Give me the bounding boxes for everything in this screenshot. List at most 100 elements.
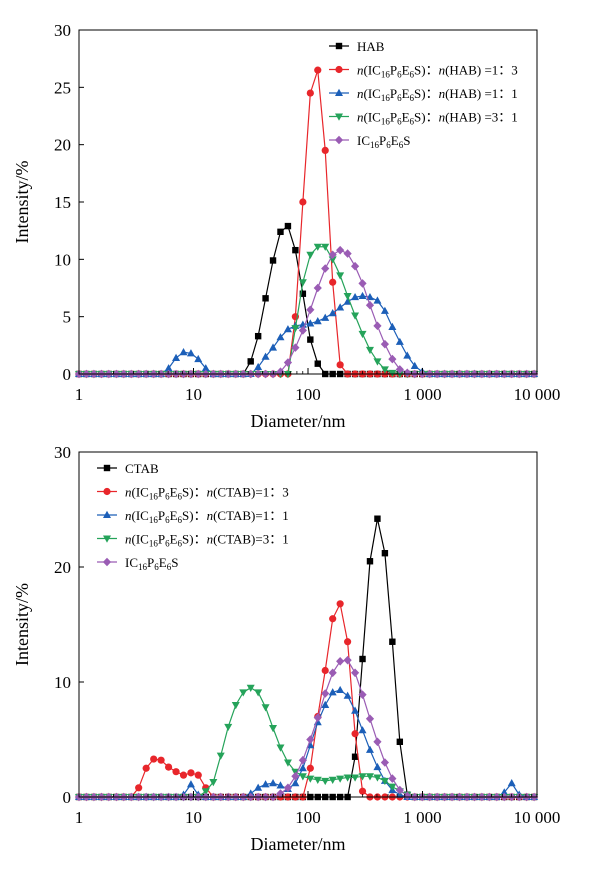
x-tick-label: 10 000	[514, 385, 561, 404]
data-point	[507, 779, 516, 787]
data-point	[344, 638, 352, 646]
data-point	[314, 66, 322, 74]
data-point	[201, 364, 210, 372]
data-point	[380, 777, 389, 786]
legend-label: n(IC16P6E6S)：n(CTAB)=1：1	[125, 508, 289, 525]
data-point	[358, 726, 367, 734]
data-point	[231, 702, 240, 710]
data-point	[351, 774, 360, 782]
data-point	[247, 358, 254, 365]
legend-label: HAB	[357, 39, 385, 54]
data-point	[313, 243, 322, 251]
data-point	[216, 752, 225, 760]
data-point	[299, 290, 307, 297]
data-point	[313, 317, 322, 325]
data-point	[343, 293, 352, 301]
data-point	[254, 783, 263, 791]
data-point	[321, 689, 330, 698]
data-point	[365, 745, 374, 753]
data-point	[283, 358, 293, 367]
data-point	[380, 306, 389, 314]
data-point	[201, 788, 210, 796]
data-point	[186, 349, 195, 357]
data-point	[269, 257, 277, 264]
data-point	[254, 332, 262, 340]
legend-item: n(IC16P6E6S)：n(CTAB)=1：1	[97, 508, 289, 525]
data-point	[373, 737, 382, 747]
legend-item: n(IC16P6E6S)：n(HAB) =1：1	[329, 86, 518, 103]
data-point	[395, 371, 404, 379]
data-point	[321, 313, 330, 321]
data-point	[328, 250, 337, 260]
data-point	[336, 303, 345, 311]
data-point	[366, 558, 374, 565]
data-point	[172, 353, 181, 361]
data-point	[187, 769, 195, 777]
series-line-3	[79, 246, 535, 375]
series-1	[75, 600, 538, 801]
data-point	[284, 222, 292, 230]
data-point	[336, 775, 345, 783]
y-tick-label: 0	[63, 788, 72, 807]
legend-item: n(IC16P6E6S)：n(CTAB)=1：3	[97, 485, 289, 502]
data-point	[373, 358, 382, 366]
x-tick-label: 10	[185, 385, 202, 404]
data-point	[336, 685, 345, 694]
data-point	[299, 198, 307, 206]
data-point	[321, 146, 329, 154]
data-point	[358, 787, 367, 795]
data-point	[276, 367, 285, 377]
data-point	[329, 615, 337, 623]
data-point	[298, 279, 307, 287]
data-point	[298, 764, 307, 772]
data-point	[313, 283, 322, 293]
y-axis-label: Intensity/%	[12, 161, 32, 244]
data-point	[380, 366, 389, 374]
legend-item: n(IC16P6E6S)：n(HAB) =1：3	[329, 63, 518, 80]
x-tick-label: 1 000	[403, 385, 441, 404]
x-tick-label: 1 000	[403, 808, 441, 827]
data-point	[388, 354, 397, 364]
data-point	[261, 352, 270, 360]
series-3	[75, 243, 539, 379]
data-point	[358, 291, 367, 300]
data-point	[164, 763, 173, 771]
data-point	[246, 684, 255, 692]
data-point	[395, 785, 404, 795]
data-point	[336, 272, 345, 280]
legend-marker	[103, 510, 111, 518]
data-point	[269, 779, 278, 787]
legend-item: n(IC16P6E6S)：n(CTAB)=3：1	[97, 532, 289, 549]
data-point	[150, 755, 158, 763]
data-point	[261, 780, 270, 788]
data-point	[358, 690, 367, 699]
x-tick-label: 1	[75, 808, 84, 827]
data-point	[351, 730, 359, 738]
data-point	[351, 753, 359, 760]
data-point	[374, 515, 381, 522]
data-point	[321, 777, 330, 786]
y-tick-label: 10	[54, 250, 71, 269]
data-point	[343, 774, 352, 782]
y-tick-label: 30	[54, 21, 71, 40]
data-point	[254, 362, 263, 371]
data-point	[306, 775, 315, 783]
data-point	[343, 297, 352, 305]
data-point	[381, 550, 389, 557]
data-point	[388, 369, 397, 378]
legend-label: n(IC16P6E6S)：n(HAB) =1：3	[357, 63, 518, 80]
data-point	[336, 600, 344, 608]
data-point	[306, 89, 314, 97]
data-point	[306, 764, 314, 772]
data-point	[291, 772, 300, 781]
x-tick-label: 10 000	[514, 808, 561, 827]
data-point	[350, 261, 360, 271]
legend-label: IC16P6E6S	[357, 133, 410, 150]
series-4	[74, 655, 539, 802]
data-point	[395, 337, 404, 345]
data-point	[336, 361, 344, 369]
legend-marker	[103, 487, 111, 496]
data-point	[343, 655, 352, 665]
data-point	[276, 333, 285, 341]
